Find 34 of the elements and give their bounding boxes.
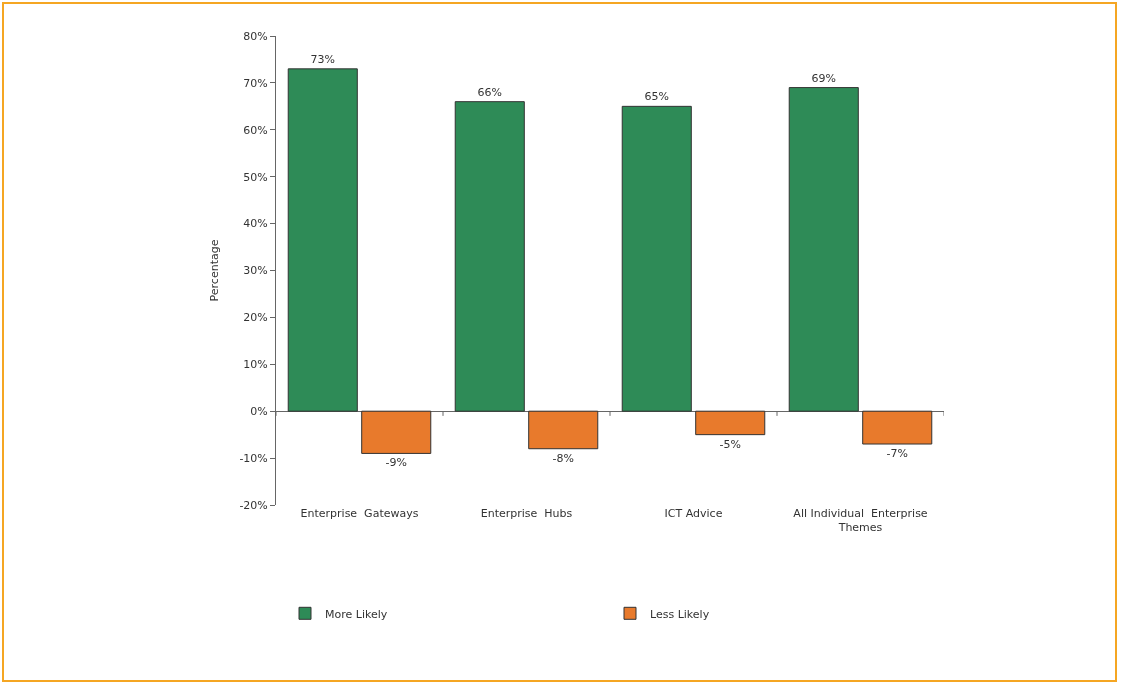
x-tick-label: Enterprise Hubs: [480, 507, 573, 520]
bar: [528, 410, 599, 450]
legend-label: Less Likely: [650, 607, 710, 621]
bar: [287, 68, 358, 412]
y-axis-title: Percentage: [208, 239, 222, 302]
y-tick-label: 80%: [243, 29, 268, 43]
y-tick-label: 10%: [243, 358, 268, 372]
bar: [361, 410, 432, 454]
y-tick-label: 70%: [243, 76, 268, 90]
y-tick-label: 40%: [243, 217, 268, 231]
bar: [695, 410, 766, 436]
y-tick-label: 20%: [243, 311, 268, 325]
bar: [621, 105, 692, 412]
x-tick-label: All Individual Enterprise Themes: [793, 507, 928, 535]
text: -5%: [719, 437, 741, 451]
y-tick-label: 50%: [243, 170, 268, 184]
x-tick-label: Enterprise Gateways: [300, 507, 419, 520]
text: 73%: [310, 52, 335, 66]
text: -7%: [886, 447, 908, 461]
y-tick-label: 30%: [243, 264, 268, 278]
legend-label: More Likely: [325, 607, 388, 621]
y-tick-label: -20%: [239, 498, 268, 512]
text: 69%: [811, 71, 836, 85]
bar: [788, 87, 859, 412]
text: -8%: [552, 451, 574, 465]
bar: [454, 101, 525, 412]
x-tick-label: ICT Advice: [664, 507, 723, 520]
y-tick-label: 60%: [243, 123, 268, 137]
y-tick-label: 0%: [250, 405, 268, 419]
text: 66%: [477, 85, 502, 99]
text: 65%: [644, 90, 669, 104]
bar: [862, 410, 933, 445]
text: -9%: [385, 456, 407, 470]
y-tick-label: -10%: [239, 451, 268, 465]
